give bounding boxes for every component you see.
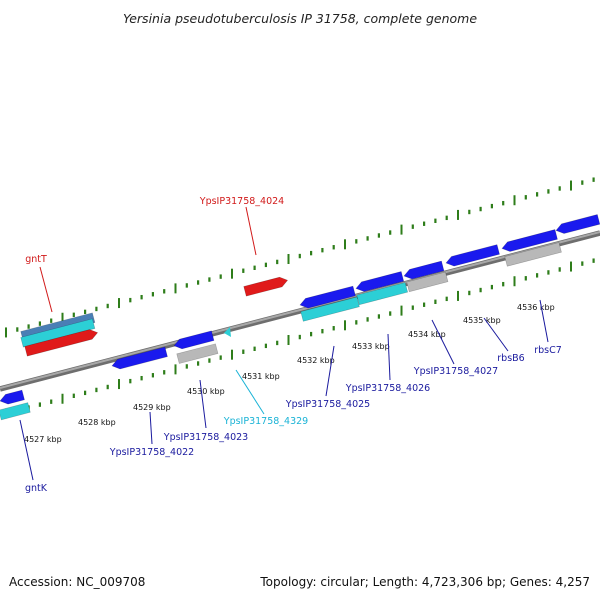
feature-track bbox=[0, 214, 600, 421]
gene-4026-arrow bbox=[355, 271, 405, 292]
kbp-label: 4527 kbp bbox=[24, 435, 62, 444]
label-leader-line bbox=[245, 206, 257, 256]
gene-label[interactable]: YpsIP31758_4027 bbox=[413, 366, 498, 377]
feature-grey-4027 bbox=[406, 271, 449, 293]
label-leader-line bbox=[431, 319, 455, 365]
gene-label[interactable]: rbsB6 bbox=[497, 353, 524, 364]
label-leader-line bbox=[199, 379, 207, 429]
label-leader-line bbox=[483, 317, 509, 352]
gene-label[interactable]: gntK bbox=[25, 483, 48, 494]
kbp-label: 4531 kbp bbox=[242, 372, 280, 381]
gene-label[interactable]: YpsIP31758_4329 bbox=[223, 416, 308, 427]
feature-cyan-left bbox=[0, 402, 31, 421]
kbp-label: 4529 kbp bbox=[133, 403, 171, 412]
label-leader-line bbox=[39, 266, 53, 313]
label-leader-line bbox=[19, 419, 34, 481]
gene-4022-arrow bbox=[111, 346, 168, 370]
label-leader-line bbox=[149, 411, 153, 445]
label-leader-line bbox=[235, 369, 265, 415]
gene-4025-arrow bbox=[299, 285, 356, 309]
kbp-label: 4530 kbp bbox=[187, 387, 225, 396]
label-leader-line bbox=[325, 345, 335, 397]
kbp-label: 4532 kbp bbox=[297, 356, 335, 365]
genome-backbone bbox=[0, 230, 600, 392]
kbp-label: 4536 kbp bbox=[517, 303, 555, 312]
gene-label[interactable]: YpsIP31758_4026 bbox=[345, 383, 430, 394]
gene-label[interactable]: YpsIP31758_4024 bbox=[199, 196, 284, 207]
feature-grey-rbsC7 bbox=[504, 242, 562, 267]
label-leader-line bbox=[539, 299, 549, 343]
rna-4329-marker bbox=[224, 327, 231, 337]
map-title: Yersinia pseudotuberculosis IP 31758, co… bbox=[123, 11, 477, 26]
gene-gntK-arrow bbox=[0, 389, 25, 405]
gene-4027-arrow bbox=[403, 260, 445, 280]
feature-cyan bbox=[20, 318, 96, 348]
inner-tick-track bbox=[5, 258, 595, 419]
kbp-label: 4533 kbp bbox=[352, 342, 390, 351]
topology-label: Topology: circular; Length: 4,723,306 bp… bbox=[259, 575, 590, 589]
label-leader-line bbox=[387, 333, 391, 381]
gene-rbsB6-arrow bbox=[445, 244, 500, 267]
gene-label[interactable]: YpsIP31758_4023 bbox=[163, 432, 248, 443]
kbp-label: 4535 kbp bbox=[463, 316, 501, 325]
gene-label[interactable]: rbsC7 bbox=[534, 345, 562, 356]
kbp-label: 4534 kbp bbox=[408, 330, 446, 339]
gene-rbsC7-arrow bbox=[501, 229, 558, 252]
kbp-label: 4528 kbp bbox=[78, 418, 116, 427]
gene-label[interactable]: YpsIP31758_4025 bbox=[285, 399, 370, 410]
accession-label: Accession: NC_009708 bbox=[9, 575, 145, 589]
feature-cyan-4025 bbox=[300, 296, 360, 322]
gene-gntT-arrow bbox=[24, 329, 99, 357]
gene-4023-arrow bbox=[173, 330, 215, 350]
gene-label[interactable]: gntT bbox=[25, 254, 47, 265]
gene-label[interactable]: YpsIP31758_4022 bbox=[109, 447, 194, 458]
feature-grey-4023 bbox=[176, 343, 219, 364]
feature-cyan-4026 bbox=[356, 282, 409, 306]
gene-4024-arrow bbox=[243, 276, 289, 297]
gene-right-arrow bbox=[555, 214, 600, 234]
outer-tick-track bbox=[5, 177, 595, 338]
label-callouts: 4527 kbp 4528 kbp 4529 kbp 4530 kbp 4531 kbp… bbox=[19, 196, 562, 494]
